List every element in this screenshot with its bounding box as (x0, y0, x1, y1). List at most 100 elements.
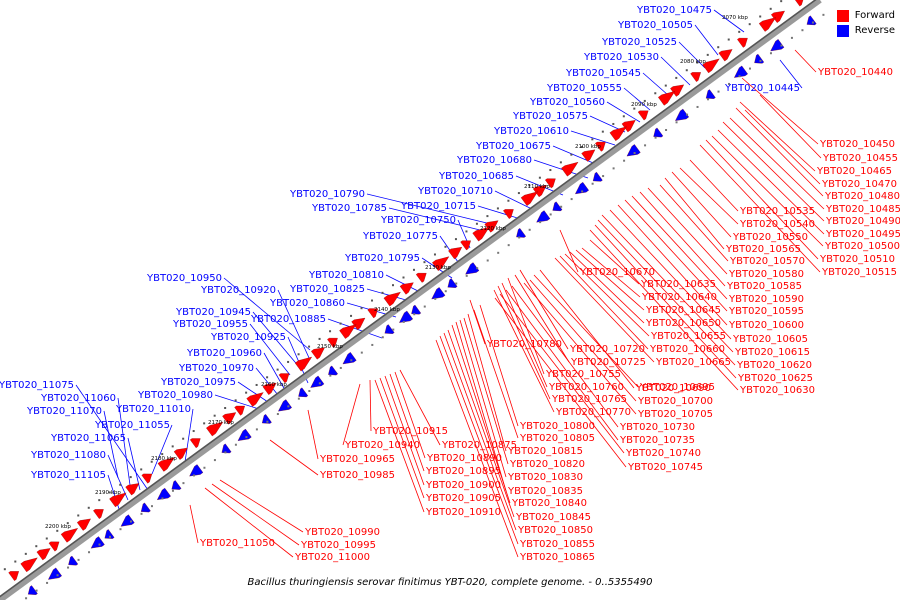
reverse-gene-arrow (552, 201, 563, 212)
reverse-gene-label: YBT020_10925 (210, 332, 286, 343)
legend-reverse: Reverse (836, 23, 895, 38)
minor-tick (612, 122, 615, 125)
forward-gene-label: YBT020_10650 (645, 318, 721, 329)
minor-tick (56, 574, 59, 577)
minor-tick (580, 145, 583, 148)
minor-tick (444, 245, 447, 248)
minor-tick (46, 581, 49, 584)
reverse-gene-arrow (705, 89, 716, 99)
leader-line (342, 383, 361, 446)
minor-tick (465, 274, 468, 277)
forward-gene-arrow (484, 220, 499, 233)
leader-line (388, 207, 481, 231)
forward-gene-label: YBT020_10855 (519, 539, 595, 550)
leader-line (214, 394, 263, 411)
leader-line (511, 285, 619, 428)
reverse-gene-label: YBT020_10790 (289, 189, 365, 200)
leader-line (659, 184, 729, 262)
forward-gene-arrow (448, 246, 463, 260)
forward-gene-label: YBT020_10805 (519, 433, 595, 444)
leader-line (477, 205, 525, 221)
forward-gene-arrow (157, 457, 175, 472)
kbp-tick-label: 2120 kbp (480, 226, 506, 232)
minor-tick (350, 359, 353, 362)
leader-line (559, 255, 649, 350)
forward-gene-label: YBT020_10615 (734, 347, 810, 358)
minor-tick (748, 67, 751, 70)
reverse-gene-arrow (68, 555, 79, 566)
minor-tick (454, 238, 457, 241)
minor-tick (129, 476, 132, 479)
minor-tick (686, 113, 689, 116)
reverse-gene-arrow (328, 365, 338, 376)
minor-tick (381, 336, 384, 339)
forward-gene-label: YBT020_10730 (619, 422, 695, 433)
forward-gene-label: YBT020_10655 (650, 331, 726, 342)
minor-tick (423, 305, 426, 308)
forward-gene-label: YBT020_10480 (824, 191, 900, 202)
minor-tick (77, 514, 80, 517)
forward-gene-arrow (690, 72, 701, 82)
minor-tick (287, 360, 290, 363)
leader-line (379, 377, 425, 499)
forward-gene-label: YBT020_10915 (372, 426, 448, 437)
forward-gene-arrow (771, 10, 785, 23)
forward-gene-arrow (173, 447, 188, 460)
reverse-gene-arrow (278, 399, 292, 412)
reverse-gene-arrow (237, 428, 252, 441)
reverse-gene-label: YBT020_10445 (724, 83, 800, 94)
minor-tick (717, 46, 720, 49)
minor-tick (497, 251, 500, 254)
forward-gene-arrow (20, 557, 38, 573)
minor-tick (539, 221, 542, 224)
forward-gene-arrow (718, 49, 733, 62)
leader-line (711, 135, 824, 247)
reverse-gene-arrow (431, 287, 446, 300)
kbp-tick-label: 2090 kbp (631, 102, 657, 108)
minor-tick (297, 397, 300, 400)
leader-line (127, 437, 141, 491)
minor-tick (3, 568, 6, 571)
forward-gene-arrow (595, 141, 606, 152)
minor-tick (780, 44, 783, 47)
forward-gene-label: YBT020_10990 (304, 527, 380, 538)
minor-tick (759, 15, 762, 18)
reverse-gene-arrow (171, 480, 182, 490)
leader-line (497, 285, 551, 400)
leader-line (384, 375, 425, 486)
kbp-tick-label: 2070 kbp (722, 15, 748, 21)
leader-line (678, 41, 706, 69)
leader-line (589, 239, 640, 285)
leader-line (647, 187, 728, 275)
forward-gene-arrow (545, 178, 556, 189)
leader-line (631, 195, 728, 300)
forward-gene-arrow (561, 161, 579, 177)
position-ticks: 2070 kbp 2080 kbp 2090 kbp 2100 kbp 2110 kbp… (3, 0, 825, 600)
forward-gene-label: YBT020_10830 (507, 472, 583, 483)
forward-gene-arrow (637, 110, 649, 121)
minor-tick (308, 389, 311, 392)
reverse-gene-label: YBT020_10975 (160, 377, 236, 388)
forward-gene-arrow (262, 382, 277, 395)
leader-line (459, 319, 507, 478)
minor-tick (255, 383, 258, 386)
minor-tick (371, 299, 374, 302)
kbp-tick-label: 2110 kbp (524, 184, 550, 190)
minor-tick (329, 374, 332, 377)
reverse-gene-label: YBT020_10710 (417, 186, 493, 197)
reverse-swatch (836, 24, 849, 37)
minor-tick (675, 121, 678, 124)
minor-tick (591, 182, 594, 185)
minor-tick (465, 230, 468, 233)
reverse-gene-arrow (27, 585, 38, 595)
leader-line (327, 318, 383, 339)
forward-gene-label: YBT020_10760 (548, 382, 624, 393)
minor-tick (412, 268, 415, 271)
kbp-tick-label: 2180 kbp (151, 456, 177, 462)
minor-tick (570, 153, 573, 156)
leader-line (779, 59, 803, 89)
gene-labels: YBT020_10475 YBT020_10505 YBT020_10525 YBT0… (0, 5, 900, 563)
reverse-gene-label: YBT020_10950 (146, 273, 222, 284)
forward-gene-label: YBT020_10670 (579, 267, 655, 278)
